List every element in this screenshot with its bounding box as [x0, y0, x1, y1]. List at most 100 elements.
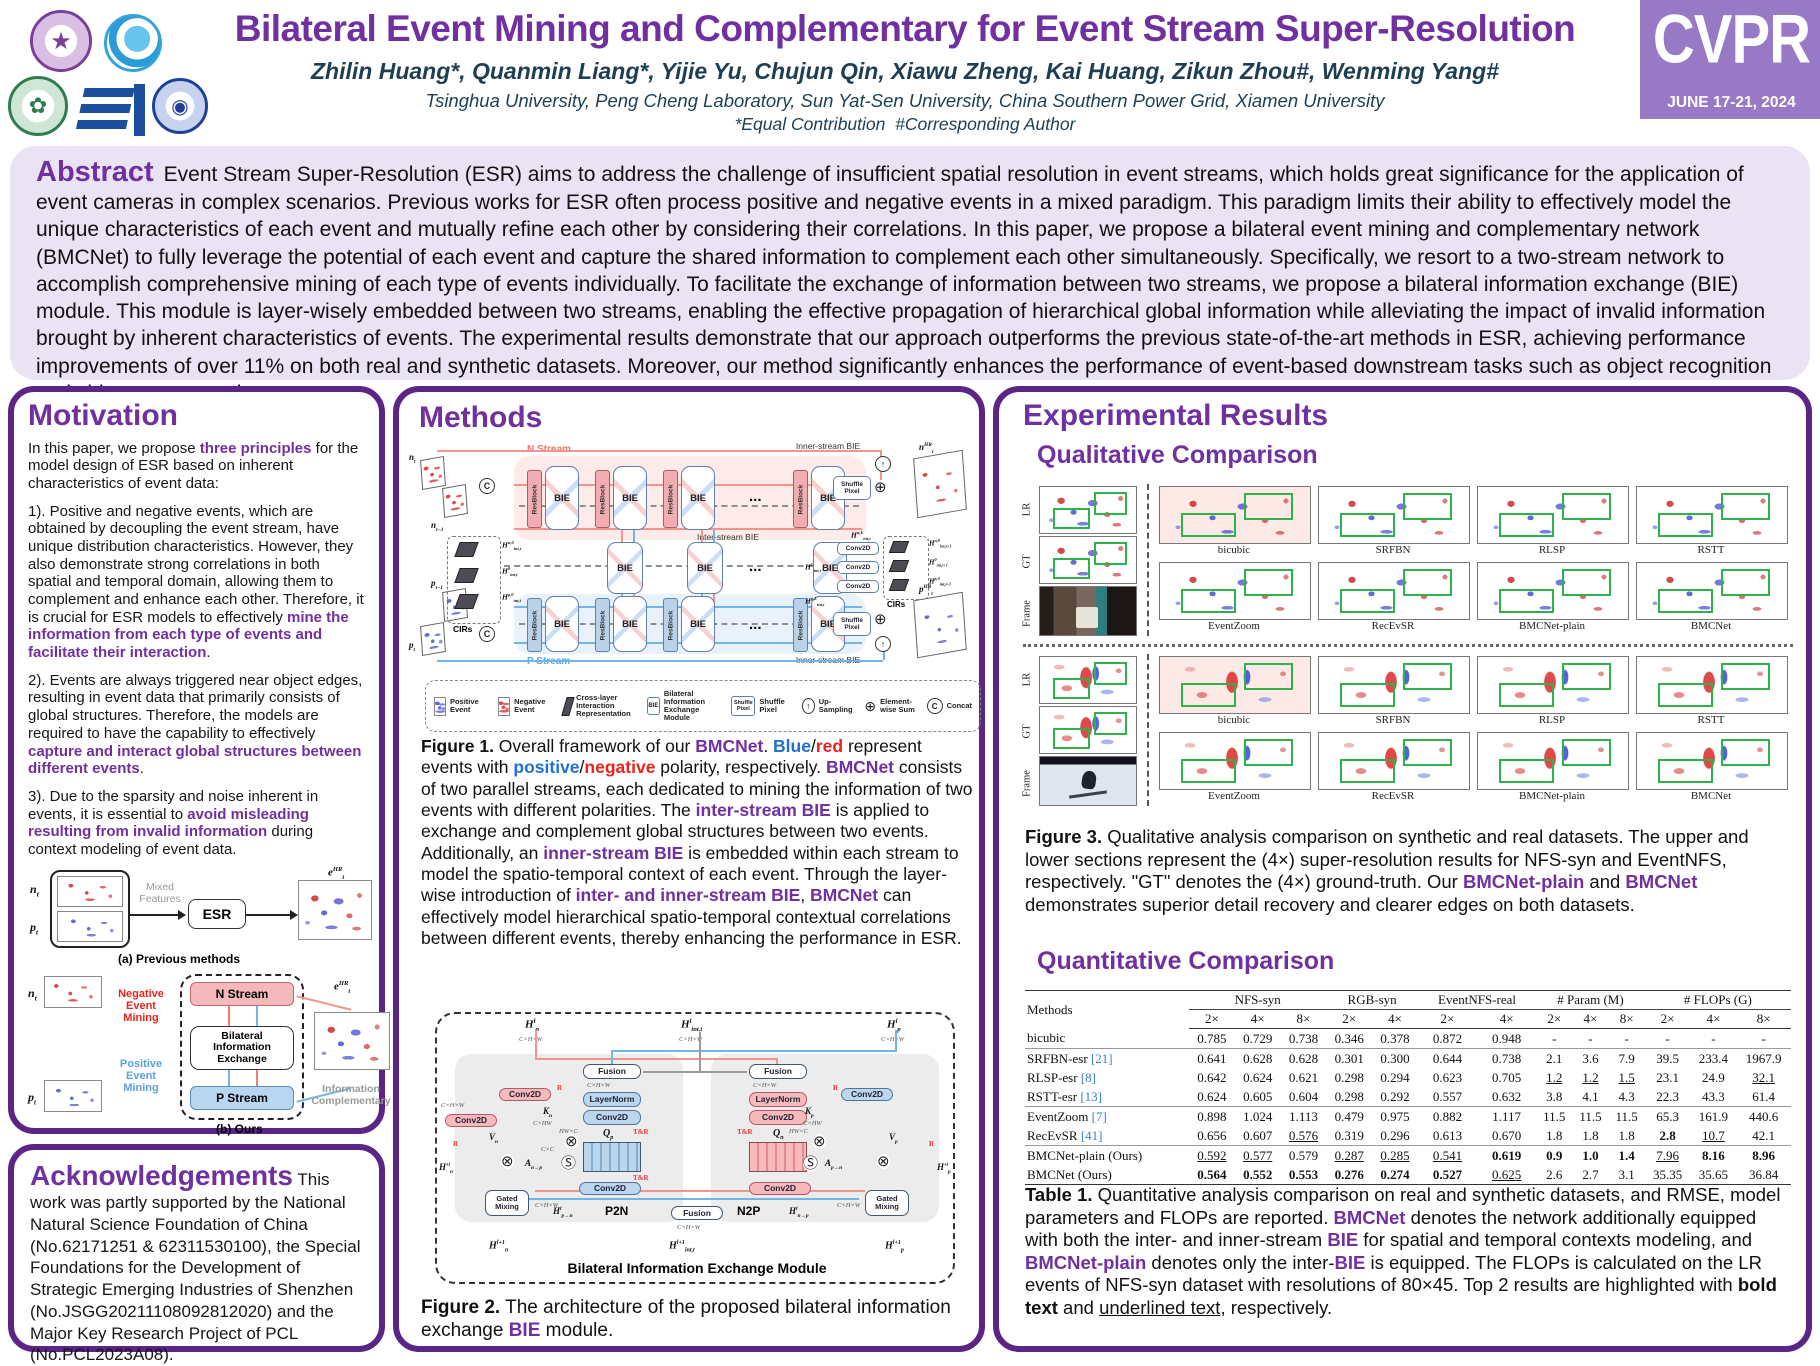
table-value-cell: 65.3 — [1656, 1108, 1679, 1124]
figure2-diagram: Hln C×H×W Hlint,t C×H×W Hlp C×H×W Fusion… — [435, 1012, 955, 1284]
row-label-lr: LR — [1021, 502, 1033, 517]
connector — [437, 450, 880, 452]
sum-icon: ⊕ — [874, 611, 887, 628]
table-value-cell: 0.579 — [1288, 1147, 1319, 1163]
result-image-rstt — [1636, 486, 1788, 544]
legend-item: Cross-layer Interaction Representation — [561, 694, 638, 718]
tsinghua-logo-icon: ★ — [30, 10, 92, 72]
motivation-figure-a: nt pt Mixed Features ESR eHRt (a) Previo… — [28, 866, 373, 966]
xiamen-logo-icon: ◉ — [152, 78, 208, 134]
positive-mining-label: Positive Event Mining — [119, 1058, 163, 1095]
acknowledgements-panel: Acknowledgements This work was partly su… — [8, 1144, 385, 1364]
methods-heading: Methods — [419, 401, 543, 434]
hnL-label: Hn,Lint,t — [851, 530, 871, 541]
frame-image — [1039, 756, 1137, 806]
table-group-header: # FLOPs (G) — [1644, 990, 1791, 1010]
connector — [643, 1071, 747, 1073]
page-title: Bilateral Event Mining and Complementary… — [234, 8, 1576, 49]
bie-module: BIE — [613, 466, 647, 530]
h0-next-label: H0int,t+1 — [929, 557, 948, 568]
upsample-icon: ↑ — [801, 698, 815, 714]
qual-group-upper: LR GT Frame bicubic SRFBN RLSP RSTT Even… — [1022, 484, 1793, 636]
table-value-cell: 1.4 — [1618, 1147, 1635, 1163]
negative-mining-label: Negative Event Mining — [118, 988, 164, 1025]
phr-label: pHRt — [919, 584, 933, 597]
method-label: RSTT — [1697, 544, 1725, 556]
table-value-cell: 1.2 — [1582, 1069, 1599, 1085]
layernorm-box: LayerNorm — [749, 1092, 807, 1107]
conv2d-box: Conv2D — [583, 1110, 641, 1125]
cir-icon — [561, 696, 575, 716]
result-image-rlsp — [1477, 486, 1629, 544]
table-group-header: NFS-syn — [1189, 990, 1327, 1010]
table-value-cell: 0.670 — [1477, 1126, 1537, 1146]
result-image-rlsp — [1477, 656, 1629, 714]
concat-icon: C — [479, 626, 495, 642]
method-label: BMCNet-plain — [1519, 620, 1585, 632]
table-value-cell: 0.300 — [1380, 1050, 1410, 1066]
table-value-cell: 1.117 — [1492, 1108, 1521, 1124]
two-stream-dashed-box — [180, 974, 304, 1120]
table-scale-row: 2× 4× 8× 2× 4× 2× 4× 2× 4× 8× 2× 4× 8× — [1025, 1009, 1791, 1029]
table-value-cell: 11.5 — [1615, 1108, 1638, 1124]
table-value-cell: 0.527 — [1432, 1166, 1463, 1182]
legend-item: Shuffle Pixel Shuffle Pixel — [731, 696, 792, 716]
method-label: bicubic — [1217, 544, 1251, 556]
dim-label: C×H×W — [535, 1202, 559, 1209]
connector — [895, 1030, 897, 1052]
softmax-icon: Ⓢ — [561, 1155, 577, 1172]
table-method-cell: RLSP-esr [8] — [1027, 1069, 1096, 1085]
cvpr-dates: JUNE 17-21, 2024 — [1667, 94, 1796, 111]
motivation-heading: Motivation — [28, 399, 178, 432]
table-value-cell: 0.607 — [1234, 1126, 1281, 1146]
table-value-cell: 42.1 — [1736, 1126, 1791, 1146]
table-value-cell: 11.5 — [1579, 1108, 1602, 1124]
legend-item: ⊕ Element-wise Sum — [864, 697, 915, 714]
hp0-next-label: Hp,0int,t+1 — [929, 576, 952, 587]
method-label: EventZoom — [1208, 790, 1260, 802]
method-label: EventZoom — [1208, 620, 1260, 632]
table-method-cell: BMCNet (Ours) — [1027, 1166, 1112, 1182]
table-value-cell: 36.84 — [1749, 1166, 1779, 1182]
result-image-eventzoom — [1159, 732, 1311, 790]
table-value-cell: 2.1 — [1546, 1050, 1563, 1066]
pt1-label: pt−1 — [431, 578, 443, 591]
motivation-p2: 1). Positive and negative events, which … — [28, 502, 364, 662]
figure3-caption: Figure 3. Qualitative analysis compariso… — [1025, 826, 1749, 915]
table-group-header: # Param (M) — [1536, 990, 1645, 1010]
table-value-cell: 0.541 — [1432, 1147, 1463, 1163]
tr-label: T&R — [633, 1128, 649, 1136]
table-group-row: Methods NFS-syn RGB-syn EventNFS-real # Para… — [1025, 990, 1791, 1017]
result-image-rstt — [1636, 656, 1788, 714]
pengcheng-lab-logo-icon — [104, 14, 162, 72]
inter-bie-module: BIE — [687, 542, 723, 594]
method-label: RecEvSR — [1371, 790, 1415, 802]
table-scale-header: 8× — [1608, 1009, 1645, 1029]
method-label: BMCNet-plain — [1519, 790, 1585, 802]
h0-label: H0int,t — [502, 566, 518, 577]
arrow-head — [290, 910, 298, 920]
table-value-cell: 0.287 — [1334, 1147, 1364, 1163]
shuffle-pixel-icon: Shuffle Pixel — [731, 696, 756, 716]
table-value-cell: 0.729 — [1234, 1028, 1281, 1049]
table-value-cell: 0.552 — [1243, 1166, 1273, 1182]
row-label-frame: Frame — [1021, 600, 1033, 627]
red-down-arrow — [228, 1006, 230, 1026]
vn-label: Vn — [489, 1132, 499, 1145]
concat-icon: C — [926, 698, 943, 714]
connector — [699, 1032, 701, 1072]
bie-module: BIE — [545, 596, 579, 652]
negative-events-image — [44, 976, 102, 1008]
upsample-icon: ↑ — [875, 456, 891, 472]
dim-label: HW×C — [789, 1128, 808, 1135]
resblock: ResBlock — [663, 598, 678, 652]
table-value-cell: 0.872 — [1417, 1028, 1478, 1049]
table-value-cell: 0.621 — [1288, 1069, 1319, 1085]
motivation-p3: 2). Events are always triggered near obj… — [28, 671, 363, 778]
table-value-cell: - — [1572, 1028, 1609, 1049]
n2p-label: N2P — [737, 1204, 761, 1218]
cirs-label: CIRs — [887, 600, 906, 609]
table-value-cell: 4.3 — [1608, 1087, 1645, 1107]
table-value-cell: 61.4 — [1736, 1087, 1791, 1107]
table-value-cell: 1.024 — [1243, 1108, 1273, 1124]
